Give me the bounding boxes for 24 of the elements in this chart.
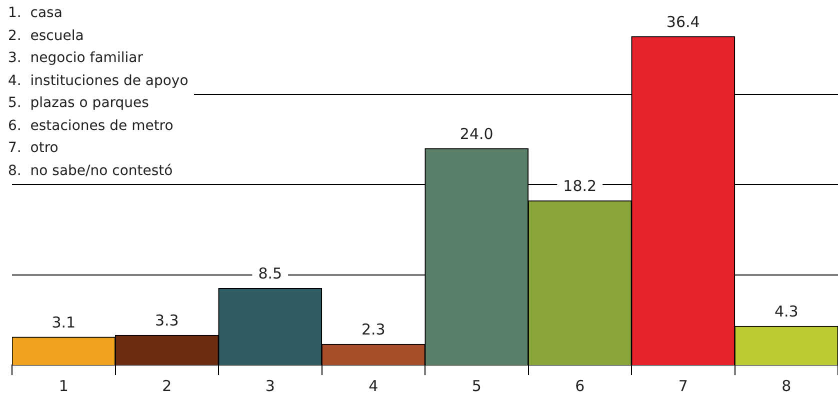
data-label: 36.4	[666, 12, 700, 31]
x-tick-label: 2	[162, 376, 172, 395]
text: 1. casa	[8, 4, 64, 23]
data-label: 24.0	[460, 124, 494, 143]
x-tick-label: 5	[472, 376, 482, 395]
annotation: 5. plazas o parques	[8, 94, 150, 113]
data-label: 2.3	[361, 320, 386, 339]
annotation: 6. estaciones de metro	[8, 116, 174, 136]
data-label: 3.1	[52, 313, 76, 332]
x-tick-label: 4	[368, 376, 378, 395]
annotation: 3. negocio familiar	[8, 49, 144, 68]
x-tick-label: 8	[782, 376, 792, 395]
data-label: 4.3	[774, 302, 798, 321]
data-label: 8.5	[258, 264, 282, 283]
x-tick-label: 3	[265, 376, 275, 395]
annotation: 7. otro	[8, 139, 60, 158]
annotation: 8. no sabe/no contestó	[8, 162, 174, 180]
x-tick-label: 7	[678, 376, 688, 395]
annotation: 2. escuela	[8, 26, 85, 46]
data-label: 18.2	[563, 177, 597, 196]
annotation: 4. instituciones de apoyo	[8, 72, 188, 90]
x-tick-label: 1	[58, 376, 68, 395]
x-tick-label: 6	[575, 376, 585, 395]
data-label: 3.3	[154, 312, 179, 330]
